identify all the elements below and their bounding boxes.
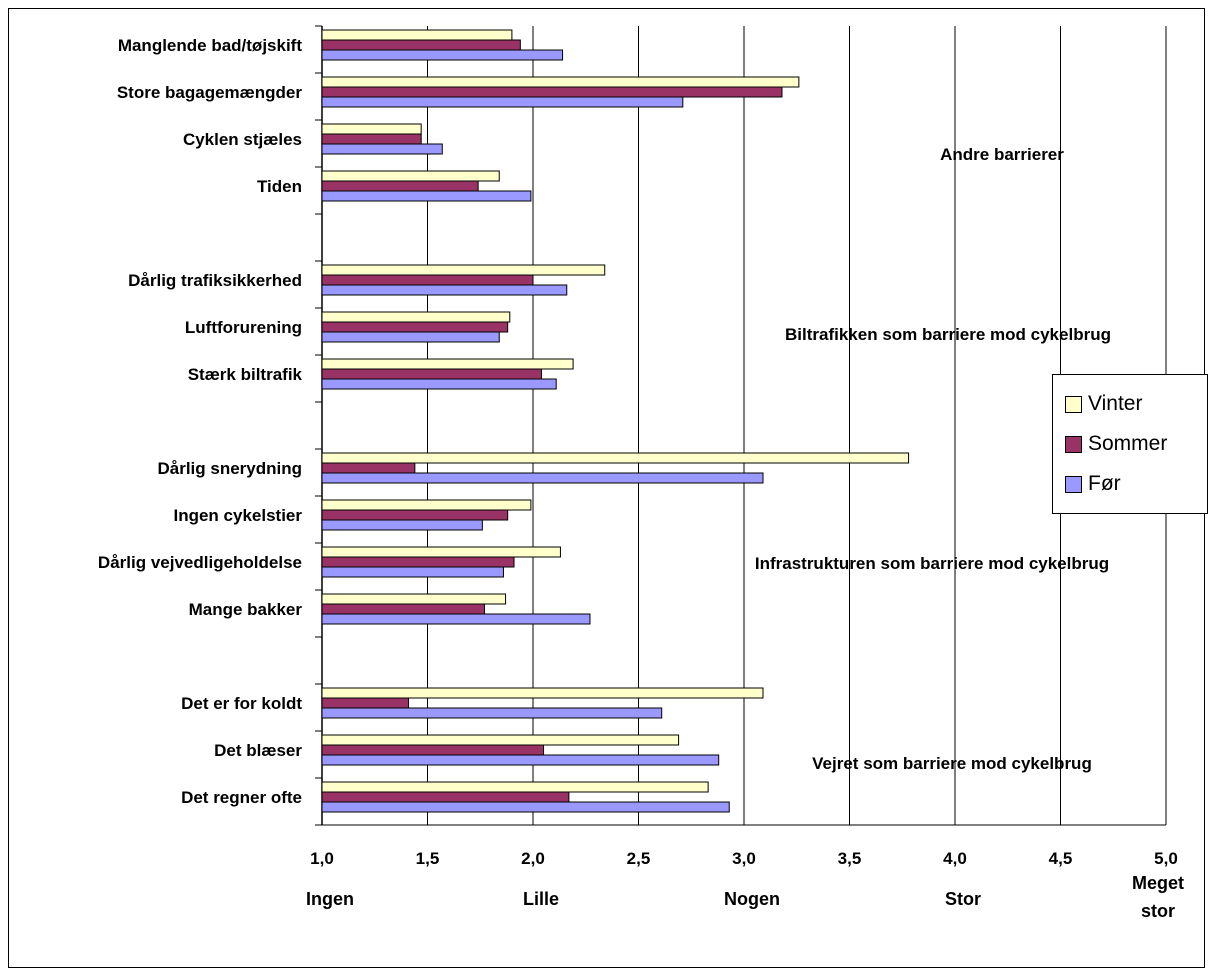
- category-label: Dårlig snerydning: [157, 459, 302, 478]
- chart-frame: Manglende bad/tøjskift Store bagagemængde…: [8, 8, 1208, 968]
- group-annotation: Infrastrukturen som barriere mod cykelbr…: [755, 554, 1109, 573]
- category-label: Luftforurening: [185, 318, 302, 337]
- bar-f-r: [321, 284, 568, 296]
- bar-chart: Manglende bad/tøjskift Store bagagemængde…: [98, 25, 1184, 921]
- bar-f-r: [321, 378, 557, 390]
- bar-sommer: [321, 603, 485, 615]
- category-label: Dårlig trafiksikkerhed: [128, 271, 302, 290]
- bar-f-r: [321, 49, 564, 61]
- bar-sommer: [321, 133, 422, 145]
- category-label: Det blæser: [214, 741, 302, 760]
- legend-item: Før: [1065, 464, 1207, 504]
- bar-vinter: [321, 76, 800, 88]
- bar-vinter: [321, 264, 606, 276]
- bar-vinter: [321, 170, 500, 182]
- bar-sommer: [321, 697, 410, 709]
- bar-f-r: [321, 613, 591, 625]
- bar-vinter: [321, 499, 532, 511]
- legend-swatch: [1065, 395, 1082, 413]
- category-label: Stærk biltrafik: [188, 365, 303, 384]
- bar-vinter: [321, 29, 513, 41]
- bar-f-r: [321, 190, 532, 202]
- bar-vinter: [321, 734, 680, 746]
- bar-sommer: [321, 86, 783, 98]
- x-tick-label: 2,0: [521, 849, 545, 868]
- group-annotation: Vejret som barriere mod cykelbrug: [812, 754, 1092, 773]
- group-annotation: Andre barrierer: [940, 145, 1064, 164]
- bar-f-r: [321, 754, 720, 766]
- category-label: Det er for koldt: [181, 694, 302, 713]
- bar-sommer: [321, 180, 479, 192]
- bar-sommer: [321, 274, 534, 286]
- scale-label: Ingen: [306, 889, 354, 909]
- legend-label: Før: [1088, 472, 1121, 495]
- scale-label: Nogen: [724, 889, 780, 909]
- legend-swatch: [1065, 435, 1082, 453]
- bar-vinter: [321, 452, 910, 464]
- category-label: Dårlig vejvedligeholdelse: [98, 553, 302, 572]
- bar-f-r: [321, 566, 504, 578]
- bar-sommer: [321, 556, 515, 568]
- bar-sommer: [321, 368, 542, 380]
- x-tick-label: 2,5: [627, 849, 651, 868]
- category-label: Manglende bad/tøjskift: [118, 36, 303, 55]
- bar-vinter: [321, 781, 709, 793]
- category-label: Ingen cykelstier: [173, 506, 302, 525]
- bar-vinter: [321, 687, 764, 699]
- category-label: Cyklen stjæles: [183, 130, 302, 149]
- bar-f-r: [321, 331, 500, 343]
- category-label: Store bagagemængder: [117, 83, 303, 102]
- bar-vinter: [321, 123, 422, 135]
- bar-f-r: [321, 472, 764, 484]
- bar-f-r: [321, 801, 730, 813]
- bar-f-r: [321, 707, 663, 719]
- x-tick-label: 3,0: [732, 849, 756, 868]
- legend-label: Vinter: [1088, 392, 1143, 415]
- bar-vinter: [321, 546, 561, 558]
- bar-f-r: [321, 96, 684, 108]
- bar-sommer: [321, 321, 509, 333]
- scale-label: Meget stor: [1132, 873, 1184, 921]
- bar-sommer: [321, 744, 545, 756]
- bar-sommer: [321, 509, 509, 521]
- category-label: Det regner ofte: [181, 788, 302, 807]
- legend-item: Sommer: [1065, 424, 1207, 464]
- bar-sommer: [321, 462, 416, 474]
- scale-label: Stor: [945, 889, 981, 909]
- bar-sommer: [321, 791, 570, 803]
- legend-label: Sommer: [1088, 432, 1168, 455]
- category-label: Mange bakker: [189, 600, 303, 619]
- x-tick-label: 3,5: [838, 849, 862, 868]
- x-tick-label: 1,5: [416, 849, 440, 868]
- x-tick-label: 4,5: [1049, 849, 1073, 868]
- bar-vinter: [321, 311, 511, 323]
- legend: Vinter Sommer Før: [1052, 374, 1208, 514]
- legend-swatch: [1065, 475, 1082, 493]
- group-annotation: Biltrafikken som barriere mod cykelbrug: [785, 325, 1111, 344]
- x-tick-label: 1,0: [310, 849, 334, 868]
- bar-sommer: [321, 39, 521, 51]
- bar-f-r: [321, 519, 483, 531]
- x-tick-label: 5,0: [1154, 849, 1178, 868]
- scale-label: Lille: [523, 889, 559, 909]
- x-tick-label: 4,0: [943, 849, 967, 868]
- bar-vinter: [321, 358, 574, 370]
- bar-vinter: [321, 593, 507, 605]
- legend-item: Vinter: [1065, 384, 1207, 424]
- bar-f-r: [321, 143, 443, 155]
- category-label: Tiden: [257, 177, 302, 196]
